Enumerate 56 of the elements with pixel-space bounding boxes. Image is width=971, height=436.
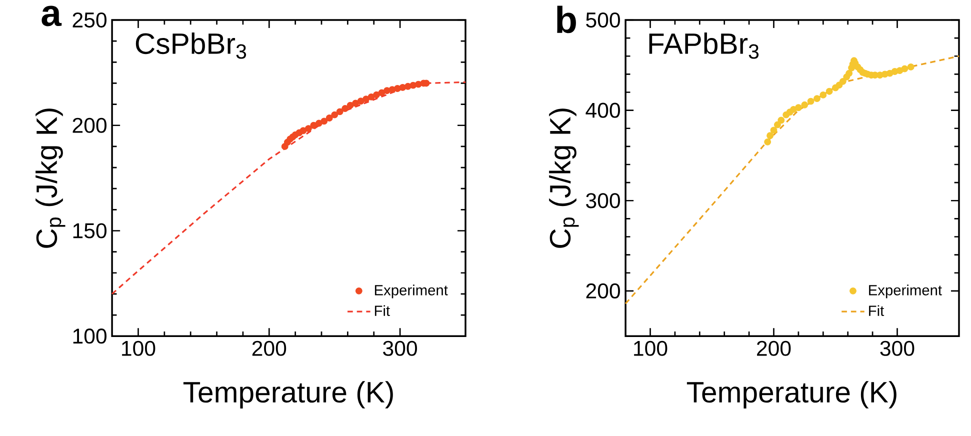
point [846,70,853,77]
y-tick-label: 300 [586,193,620,208]
point [907,63,914,70]
point [304,125,312,132]
point [331,111,338,118]
x-tick-label: 200 [757,340,791,356]
point [766,132,774,140]
point [826,88,833,95]
x-tick-label: 300 [383,340,417,356]
point [901,65,908,72]
chart-title: FAPbBr$_{3}$ [649,32,759,59]
point [770,126,778,134]
x-axis-title: Temperature (K) [686,381,896,408]
y-tick-label: 150 [73,223,106,238]
y-tick-label: 100 [73,328,106,344]
chart-title: CsPbBr$_{3}$ [136,32,246,59]
x-tick-label: 200 [252,340,286,356]
point [336,108,344,116]
y-axis-title: C$_{p}$ (J/kg K) [36,108,66,248]
point [357,98,364,105]
legend-label: Fit [869,305,884,316]
point [774,121,781,128]
point [807,98,814,105]
point [373,91,380,98]
text: a [42,6,62,26]
y-axis-title: C$_{p}$ (J/kg K) [549,108,579,248]
point [342,104,349,112]
point [778,116,785,124]
y-tick-label: 250 [72,12,106,28]
text: b [557,6,576,34]
point [326,114,333,122]
point [814,95,820,102]
point [764,138,772,146]
point [839,78,846,85]
x-tick-label: 300 [880,340,914,356]
y-tick-label: 400 [586,102,620,118]
point [310,122,318,129]
point [794,104,802,112]
x-tick-label: 100 [122,340,156,356]
y-tick-label: 500 [586,12,620,28]
point [820,91,827,98]
point [801,101,808,108]
y-tick-label: 200 [586,283,620,298]
point [346,102,354,109]
point [362,96,370,102]
x-axis-title: Temperature (K) [183,381,393,408]
point [368,93,375,100]
legend-label: Experiment [869,284,942,298]
point [315,120,322,127]
point [300,127,307,134]
legend-label: Experiment [374,284,448,298]
x-tick-label: 100 [634,340,668,356]
point [320,118,328,125]
y-tick-label: 200 [72,118,106,133]
legend-label: Fit [374,305,390,316]
point [352,100,360,107]
